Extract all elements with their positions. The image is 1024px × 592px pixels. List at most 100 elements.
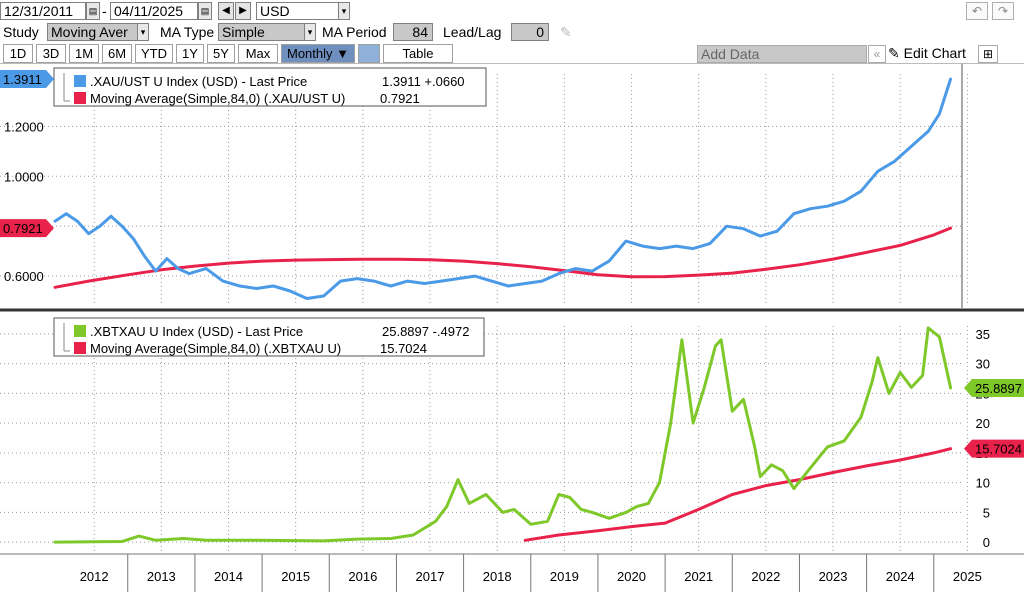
top-y-tick-label: 0.6000 xyxy=(4,269,44,284)
start-date-picker-icon[interactable]: ▤ xyxy=(86,2,100,20)
bottom-y-tick-label: 0 xyxy=(983,535,990,550)
redo-icon[interactable]: ↷ xyxy=(992,2,1014,20)
top-legend-series-name-0: .XAU/UST U Index (USD) - Last Price xyxy=(90,74,307,89)
x-tick-label-2015: 2015 xyxy=(281,569,310,584)
bottom-legend-series-name-0: .XBTXAU U Index (USD) - Last Price xyxy=(90,324,303,339)
x-tick-label-2022: 2022 xyxy=(751,569,780,584)
bottom-price-tag-bg xyxy=(964,379,1024,398)
settings-icon[interactable]: ⊞ xyxy=(978,45,998,63)
top-price-tag-text: 1.3911 xyxy=(3,72,42,87)
top-price-tag-bg xyxy=(0,69,54,88)
chevron-right-icon[interactable]: ▶ xyxy=(235,2,251,20)
x-tick-label-2012: 2012 xyxy=(80,569,109,584)
period-1y[interactable]: 1Y xyxy=(176,44,204,63)
chevron-left-icon[interactable]: ◀ xyxy=(218,2,234,20)
chart-area: 2012 2013 2014 2015 2016 2017 2018 2019 2020 2021… xyxy=(0,64,1024,592)
top-legend-box xyxy=(53,67,487,107)
study-select[interactable]: Moving Aver xyxy=(47,23,139,41)
x-tick-label-2025: 2025 xyxy=(953,569,982,584)
bottom-ma-tag-text: 15.7024 xyxy=(975,442,1022,457)
period-max[interactable]: Max xyxy=(238,44,278,63)
bottom-y-tick-label: 20 xyxy=(976,416,990,431)
top-panel-grid xyxy=(0,74,968,306)
period-3d[interactable]: 3D xyxy=(36,44,66,63)
ma-period-label: MA Period xyxy=(322,24,387,40)
bottom-legend: .XBTXAU U Index (USD) - Last Price 25.889… xyxy=(53,317,485,357)
top-price-line xyxy=(53,77,953,300)
bottom-ma-tag-bg xyxy=(964,439,1024,458)
top-ma-line xyxy=(53,226,953,289)
x-tick-label-2019: 2019 xyxy=(550,569,579,584)
undo-icon[interactable]: ↶ xyxy=(966,2,988,20)
x-tick-label-2021: 2021 xyxy=(684,569,713,584)
legends: .XAU/UST U Index (USD) - Last Price 1.391… xyxy=(53,67,487,357)
ma-type-select[interactable]: Simple xyxy=(218,23,306,41)
bottom-legend-box xyxy=(53,317,485,357)
table-button[interactable]: Table xyxy=(383,44,453,63)
period-5y[interactable]: 5Y xyxy=(207,44,235,63)
lead-lag-input[interactable]: 0 xyxy=(511,23,549,41)
pencil-icon[interactable]: ✎ xyxy=(560,24,572,40)
chart-type-button[interactable] xyxy=(358,44,380,63)
bottom-y-tick-label: 30 xyxy=(976,357,990,372)
lead-lag-label: Lead/Lag xyxy=(443,24,502,40)
x-tick-label-2014: 2014 xyxy=(214,569,243,584)
toolbar-row-periods: 1D 3D 1M 6M YTD 1Y 5Y Max Monthly ▼ Tabl… xyxy=(0,43,1024,64)
x-tick-label-2013: 2013 xyxy=(147,569,176,584)
top-ma-tag-text: 0.7921 xyxy=(3,221,43,236)
top-legend-last-value-0: 1.3911 +.0660 xyxy=(382,74,465,89)
study-dropdown-icon[interactable]: ▾ xyxy=(137,23,149,41)
currency-select[interactable]: USD xyxy=(256,2,342,20)
x-tick-label-2020: 2020 xyxy=(617,569,646,584)
top-legend: .XAU/UST U Index (USD) - Last Price 1.391… xyxy=(53,67,487,107)
axes: 2012 2013 2014 2015 2016 2017 2018 2019 2020 2021… xyxy=(0,64,1024,592)
bottom-legend-swatch-0 xyxy=(74,325,86,337)
frequency-select[interactable]: Monthly ▼ xyxy=(281,44,355,63)
study-label: Study xyxy=(3,24,39,40)
period-ytd[interactable]: YTD xyxy=(135,44,173,63)
bottom-panel-grid xyxy=(0,326,968,554)
ma-type-dropdown-icon[interactable]: ▾ xyxy=(304,23,316,41)
date-separator: - xyxy=(102,3,107,19)
x-tick-label-2023: 2023 xyxy=(819,569,848,584)
bottom-legend-swatch-1 xyxy=(74,342,86,354)
top-ma-tag-bg xyxy=(0,219,54,238)
bottom-y-tick-label: 5 xyxy=(983,505,990,520)
x-tick-label-2018: 2018 xyxy=(483,569,512,584)
bottom-legend-last-value-0: 25.8897 -.4972 xyxy=(382,324,469,339)
value-tags: 1.3911 0.7921 25.8897 15.7024 xyxy=(0,69,1024,458)
edit-pencil-icon: ✎ xyxy=(888,45,904,61)
period-1d[interactable]: 1D xyxy=(3,44,33,63)
top-y-tick-label: 1.0000 xyxy=(4,169,44,184)
end-date-field[interactable]: 04/11/2025 xyxy=(110,2,198,20)
toolbar-row-study: Study Moving Aver ▾ MA Type Simple ▾ MA … xyxy=(0,22,1024,43)
ma-period-input[interactable]: 84 xyxy=(393,23,433,41)
top-legend-swatch-0 xyxy=(74,75,86,87)
bottom-panel-series xyxy=(53,326,953,544)
start-date-field[interactable]: 12/31/2011 xyxy=(0,2,86,20)
toolbar-row-dates: 12/31/2011 ▤ - 04/11/2025 ▤ ◀ ▶ USD ▾ ↶ … xyxy=(0,0,1024,22)
end-date-picker-icon[interactable]: ▤ xyxy=(198,2,212,20)
x-tick-label-2017: 2017 xyxy=(416,569,445,584)
collapse-button[interactable]: « xyxy=(868,45,886,63)
x-tick-label-2016: 2016 xyxy=(348,569,377,584)
top-legend-swatch-1 xyxy=(74,92,86,104)
bottom-price-tag-text: 25.8897 xyxy=(975,381,1022,396)
top-y-tick-label: 1.2000 xyxy=(4,119,44,134)
period-6m[interactable]: 6M xyxy=(102,44,132,63)
bottom-legend-series-name-1: Moving Average(Simple,84,0) (.XBTXAU U) xyxy=(90,341,341,356)
top-panel-series xyxy=(53,77,953,300)
x-tick-label-2024: 2024 xyxy=(886,569,915,584)
currency-dropdown-icon[interactable]: ▾ xyxy=(338,2,350,20)
period-1m[interactable]: 1M xyxy=(69,44,99,63)
bottom-ma-line xyxy=(523,447,953,542)
top-legend-last-value-1: 0.7921 xyxy=(380,91,420,106)
top-legend-series-name-1: Moving Average(Simple,84,0) (.XAU/UST U) xyxy=(90,91,345,106)
bottom-legend-last-value-1: 15.7024 xyxy=(380,341,427,356)
edit-chart-button[interactable]: ✎ Edit Chart xyxy=(888,45,966,63)
ma-type-label: MA Type xyxy=(160,24,215,40)
add-data-input[interactable]: Add Data xyxy=(697,45,867,63)
edit-chart-label: Edit Chart xyxy=(903,45,966,61)
bottom-price-line xyxy=(53,326,953,544)
bottom-y-tick-label: 10 xyxy=(976,476,990,491)
